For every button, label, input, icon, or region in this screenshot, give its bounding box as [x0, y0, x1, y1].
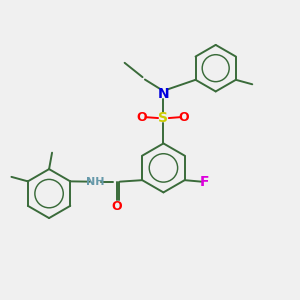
Text: N: N — [158, 87, 169, 100]
Text: O: O — [112, 200, 122, 213]
Text: O: O — [136, 111, 147, 124]
Text: F: F — [200, 175, 210, 189]
Text: O: O — [178, 111, 189, 124]
Text: NH: NH — [86, 177, 105, 187]
Text: S: S — [158, 111, 168, 125]
